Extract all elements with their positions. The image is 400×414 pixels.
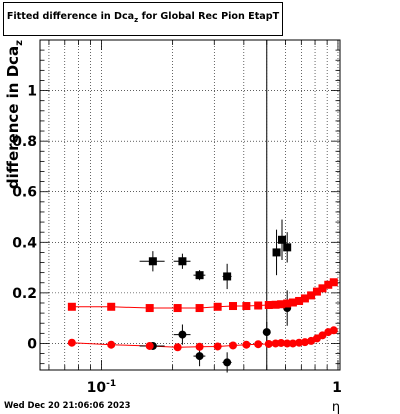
chart-title-box: Fitted difference in Dcaz for Global Rec… <box>3 2 283 36</box>
labels-layer: 0 0.2 0.4 0.6 0.8 1 10-1 1 η difference in Dcaz <box>4 40 342 414</box>
data-point-square <box>213 302 222 311</box>
y-tick-label: 0.8 <box>12 134 37 150</box>
plot-frame <box>39 39 341 371</box>
fits-layer <box>71 281 335 348</box>
points-layer <box>67 219 338 373</box>
y-tick-label: 0 <box>27 336 37 352</box>
ticks-layer <box>40 39 340 370</box>
data-point-square <box>145 304 154 313</box>
x-tick-label: 10-1 <box>87 379 116 396</box>
data-point-square <box>195 271 204 280</box>
y-tick-label: 0.4 <box>12 235 37 251</box>
y-axis-label-subscript: z <box>14 40 25 46</box>
y-tick-label: 0.6 <box>12 185 37 201</box>
data-point-circle <box>264 339 273 348</box>
data-point-square <box>300 294 309 303</box>
chart-title: Fitted difference in Dcaz for Global Rec… <box>4 11 282 24</box>
data-point-square <box>195 304 204 313</box>
y-tick-label: 0.2 <box>12 286 37 302</box>
data-point-circle <box>254 340 263 349</box>
data-point-circle <box>195 342 204 351</box>
chart-title-prefix: Fitted difference in Dca <box>6 11 135 22</box>
x-tick-label-base: 1 <box>332 380 342 396</box>
x-tick-label: 1 <box>332 380 342 396</box>
frame-layer <box>39 39 341 371</box>
data-point-square <box>254 301 263 310</box>
data-point-square <box>107 302 116 311</box>
data-point-circle <box>329 326 338 335</box>
data-point-square <box>272 248 281 257</box>
data-point-square <box>229 302 238 311</box>
data-point-square <box>283 243 292 252</box>
data-point-square <box>324 280 333 289</box>
data-point-circle <box>277 338 286 347</box>
data-point-circle <box>318 331 327 340</box>
data-point-circle <box>107 340 116 349</box>
data-point-square <box>223 272 232 281</box>
data-point-square <box>288 298 297 307</box>
data-point-circle <box>229 341 238 350</box>
data-point-square <box>148 257 157 266</box>
data-point-square <box>283 299 292 308</box>
data-point-circle <box>145 341 154 350</box>
data-point-circle <box>295 338 304 347</box>
data-point-square <box>312 287 321 296</box>
data-point-square <box>318 284 327 293</box>
data-point-square <box>307 291 316 300</box>
data-point-circle <box>300 338 309 347</box>
data-point-square <box>295 296 304 305</box>
data-point-circle <box>262 328 271 337</box>
data-point-square <box>67 302 76 311</box>
data-point-circle <box>242 340 251 349</box>
data-point-circle <box>67 338 76 347</box>
data-point-square <box>178 257 187 266</box>
y-axis-label: difference in Dcaz <box>4 40 25 189</box>
data-point-square <box>329 278 338 287</box>
data-point-circle <box>223 358 232 367</box>
data-point-circle <box>213 342 222 351</box>
data-point-circle <box>283 339 292 348</box>
grid-layer <box>40 40 340 370</box>
chart-title-suffix: for Global Rec Pion EtapT <box>138 11 280 22</box>
data-point-square <box>242 302 251 311</box>
y-tick-label: 1 <box>27 84 37 100</box>
data-point-square <box>271 300 280 309</box>
data-point-circle <box>178 330 187 339</box>
data-point-square <box>173 304 182 313</box>
data-point-square <box>278 235 287 244</box>
data-point-square <box>277 300 286 309</box>
timestamp: Wed Dec 20 21:06:06 2023 <box>4 400 131 410</box>
data-point-circle <box>173 343 182 352</box>
x-tick-label-exponent: -1 <box>106 379 116 389</box>
x-tick-label-base: 10 <box>87 380 107 396</box>
y-axis-label-prefix: difference in Dca <box>4 46 22 189</box>
chart-title-subscript: z <box>134 16 139 24</box>
x-axis-label: η <box>332 400 340 414</box>
data-point-circle <box>288 339 297 348</box>
data-point-square <box>264 301 273 310</box>
data-point-circle <box>195 352 204 361</box>
